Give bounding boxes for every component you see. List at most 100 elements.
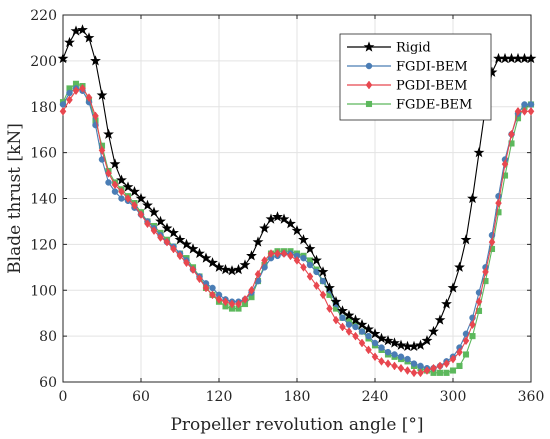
data-point-fgdi-bem	[488, 231, 496, 239]
data-point-pgdi-bem	[254, 269, 262, 279]
data-point-rigid	[363, 323, 374, 334]
data-point-rigid	[434, 314, 446, 325]
data-point-rigid	[233, 263, 244, 275]
data-point-rigid	[389, 337, 400, 348]
data-point-rigid	[220, 263, 231, 275]
data-point-pgdi-bem	[92, 111, 99, 121]
data-point-fgdi-bem	[358, 328, 366, 335]
data-point-rigid	[291, 224, 303, 236]
data-point-pgdi-bem	[462, 336, 470, 346]
data-point-fgdi-bem	[313, 268, 320, 276]
data-point-pgdi-bem	[241, 295, 249, 304]
data-point-pgdi-bem	[339, 322, 346, 332]
series-pgdi-bem	[59, 83, 535, 378]
data-point-pgdi-bem	[521, 106, 528, 116]
data-point-pgdi-bem	[280, 249, 288, 258]
data-point-rigid	[278, 213, 290, 224]
data-point-pgdi-bem	[131, 200, 138, 210]
data-point-fgde-bem	[469, 333, 476, 340]
data-point-fgdi-bem	[105, 179, 112, 186]
data-point-fgdi-bem	[319, 277, 327, 285]
data-point-rigid	[298, 234, 309, 245]
data-point-pgdi-bem	[436, 361, 444, 371]
data-point-pgdi-bem	[326, 304, 333, 314]
data-point-pgdi-bem	[391, 361, 398, 371]
legend-marker	[363, 41, 375, 52]
data-point-pgdi-bem	[183, 258, 190, 268]
data-point-fgdi-bem	[118, 195, 125, 202]
data-point-pgdi-bem	[313, 281, 320, 291]
data-point-pgdi-bem	[111, 180, 119, 190]
data-point-pgdi-bem	[189, 265, 197, 275]
data-point-rigid	[454, 261, 465, 272]
data-point-rigid	[252, 236, 264, 247]
data-point-pgdi-bem	[482, 267, 489, 277]
data-point-pgdi-bem	[157, 233, 164, 242]
x-tick-label: 360	[518, 389, 545, 405]
data-point-pgdi-bem	[137, 210, 145, 219]
data-point-rigid	[382, 335, 394, 346]
data-point-fgdi-bem	[384, 348, 392, 356]
x-tick-label: 60	[132, 389, 150, 405]
data-point-fgdi-bem	[300, 254, 307, 262]
legend-marker	[365, 80, 373, 90]
data-point-rigid	[304, 243, 316, 254]
data-point-rigid	[350, 314, 361, 325]
y-tick-label: 120	[30, 237, 57, 253]
data-point-pgdi-bem	[332, 315, 340, 325]
data-point-pgdi-bem	[144, 219, 151, 229]
data-point-pgdi-bem	[248, 285, 255, 295]
y-axis-label: Blade thrust [kN]	[5, 123, 25, 274]
data-point-pgdi-bem	[261, 256, 268, 265]
data-point-rigid	[343, 309, 355, 321]
data-point-fgdi-bem	[345, 321, 353, 328]
data-point-rigid	[337, 305, 348, 316]
legend-label: Rigid	[396, 41, 431, 56]
data-point-fgdi-bem	[339, 314, 346, 322]
y-tick-label: 220	[30, 8, 57, 24]
data-point-pgdi-bem	[176, 251, 184, 261]
data-point-fgdi-bem	[495, 192, 502, 200]
data-point-pgdi-bem	[319, 290, 327, 300]
data-point-pgdi-bem	[397, 363, 405, 373]
legend-marker	[365, 62, 373, 70]
data-point-pgdi-bem	[423, 366, 431, 375]
data-point-fgdi-bem	[209, 284, 216, 292]
data-point-rigid	[317, 266, 329, 277]
data-point-fgdi-bem	[417, 362, 424, 370]
data-point-rigid	[200, 252, 212, 263]
legend: Rigid FGDI-BEM PGDI-BEM FGDE-BEM	[339, 33, 492, 121]
data-point-pgdi-bem	[345, 327, 353, 336]
y-tick-label: 80	[39, 329, 57, 345]
data-point-rigid	[356, 318, 368, 330]
data-point-pgdi-bem	[98, 145, 106, 155]
data-point-fgdi-bem	[365, 332, 372, 340]
data-point-pgdi-bem	[417, 368, 424, 378]
legend-item-fgdi-bem: FGDI-BEM	[347, 60, 468, 75]
data-point-rigid	[265, 213, 277, 224]
data-point-pgdi-bem	[449, 354, 457, 364]
data-point-rigid	[460, 234, 472, 245]
x-tick-label: 120	[206, 389, 233, 405]
data-point-rigid	[415, 339, 426, 350]
data-point-rigid	[324, 282, 335, 293]
data-point-rigid	[395, 339, 407, 350]
data-point-pgdi-bem	[163, 237, 171, 247]
data-point-pgdi-bem	[430, 363, 437, 373]
data-point-pgdi-bem	[170, 244, 177, 254]
data-point-rigid	[473, 146, 485, 158]
data-point-pgdi-bem	[300, 262, 307, 272]
series-layer	[57, 24, 537, 378]
x-tick-label: 180	[284, 389, 311, 405]
data-point-pgdi-bem	[196, 274, 203, 284]
data-point-rigid	[142, 199, 153, 210]
data-point-pgdi-bem	[378, 356, 385, 366]
x-tick-label: 0	[59, 389, 68, 405]
x-tick-label: 240	[362, 389, 389, 405]
data-point-pgdi-bem	[287, 251, 294, 261]
data-point-rigid	[311, 254, 322, 266]
data-point-pgdi-bem	[306, 272, 314, 281]
data-point-rigid	[194, 247, 205, 259]
legend-item-pgdi-bem: PGDI-BEM	[347, 79, 467, 94]
data-point-pgdi-bem	[501, 159, 509, 169]
